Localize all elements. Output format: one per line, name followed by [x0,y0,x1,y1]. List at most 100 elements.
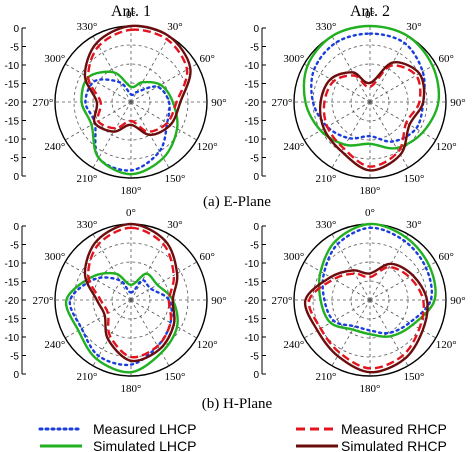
radial-tick-label: -5 [250,43,259,54]
grid-spoke [92,35,132,103]
grid-spoke [369,101,409,169]
angle-label: 0° [126,207,136,219]
angle-label: 330° [77,219,98,231]
radial-tick-label: -5 [10,241,19,252]
angle-label: 120° [197,339,218,351]
radial-tick-label: -20 [245,98,260,109]
caption-e-plane: (a) E-Plane [203,194,271,210]
radial-tick-label: 0 [253,24,259,35]
radial-tick-label: -10 [245,259,260,270]
radial-tick-label: 0 [253,370,259,381]
angle-label: 0° [126,9,136,21]
radial-tick-label: -5 [10,352,19,363]
legend-label-simulated-lhcp: Simulated LHCP [93,438,197,452]
series-simulated-rhcp [83,222,179,363]
radial-tick-label: 0 [13,222,19,233]
grid-spoke [369,261,437,301]
angle-label: 270° [272,295,293,307]
legend: Measured LHCP Measured RHCP Simulated LH… [38,421,447,452]
grid-spoke [130,101,198,141]
series-simulated-rhcp [83,24,192,137]
series-measured-lhcp [84,78,171,172]
angle-label: 300° [283,53,304,65]
grid-spoke [92,233,132,301]
series-measured-rhcp [322,64,422,168]
grid-spoke [64,261,132,301]
radial-tick-label: -20 [5,296,20,307]
grid-spoke [130,261,198,301]
series-simulated-rhcp [303,262,429,374]
column-title-ant1: Ant. 1 [111,3,151,20]
radial-tick-label: -15 [245,80,260,91]
angle-label: 210° [77,173,98,185]
grid-spoke [130,63,198,103]
angle-label: 210° [316,173,337,185]
polar-panel-h-plane-ant-1: 0° 30° 60° 90° 120° 150° 180° 210° 240° 270° 300° 3… [5,207,227,395]
grid-spoke [369,101,437,141]
angle-label: 30° [167,21,182,33]
radial-tick-label: -15 [5,117,20,128]
legend-label-measured-rhcp: Measured RHCP [341,421,447,437]
radial-tick-label: -5 [10,43,19,54]
series-measured-lhcp [310,32,426,143]
angle-label: 300° [283,251,304,263]
polar-panel-h-plane-ant-2: 0° 30° 60° 90° 120° 150° 180° 210° 240° 270° 300° 3… [245,207,466,395]
angle-label: 120° [197,141,218,153]
grid-spoke [130,233,170,301]
series-measured-lhcp [68,276,173,367]
radial-tick-label: -15 [5,278,20,289]
angle-label: 180° [121,185,142,197]
angle-label: 180° [360,185,381,197]
series-simulated-lhcp [317,222,437,338]
grid-spoke [369,233,409,301]
grid-spoke [64,63,132,103]
angle-label: 90° [211,295,226,307]
grid-spoke [369,35,409,103]
grid-spoke [369,299,409,367]
series-measured-rhcp [87,226,176,359]
angle-label: 90° [450,97,465,109]
angle-label: 300° [44,251,65,263]
angle-label: 210° [316,371,337,383]
angle-label: 120° [436,141,457,153]
grid-spoke [92,101,132,169]
grid-spoke [64,299,132,339]
legend-label-simulated-rhcp: Simulated RHCP [341,438,447,452]
radial-tick-label: 0 [253,222,259,233]
angle-label: 240° [283,141,304,153]
angle-label: 90° [211,97,226,109]
radial-tick-label: -10 [245,135,260,146]
angle-label: 270° [33,295,54,307]
angle-label: 330° [77,21,98,33]
grid-spoke [331,35,371,103]
angle-label: 180° [121,383,142,395]
angle-label: 150° [404,371,425,383]
radial-tick-label: 0 [13,24,19,35]
grid-spoke [303,299,371,339]
radial-tick-label: -5 [250,352,259,363]
radial-tick-label: -10 [245,61,260,72]
caption-h-plane: (b) H-Plane [202,396,273,412]
radial-tick-label: -10 [5,61,20,72]
series-measured-rhcp [87,28,189,133]
grid-spoke [303,63,371,103]
grid-spoke [92,299,132,367]
angle-label: 150° [165,371,186,383]
angle-label: 270° [33,97,54,109]
series-simulated-lhcp [302,24,441,150]
radial-tick-label: -5 [250,154,259,165]
radial-tick-label: -15 [5,315,20,326]
polar-panel-e-plane-ant-2: 0° 30° 60° 90° 120° 150° 180° 210° 240° 270° 300° 3… [245,9,466,197]
angle-label: 0° [365,207,375,219]
legend-label-measured-lhcp: Measured LHCP [93,421,197,437]
radial-tick-label: -10 [5,135,20,146]
angle-label: 60° [439,53,454,65]
grid-spoke [369,299,437,339]
radial-tick-label: -15 [245,315,260,326]
series-simulated-lhcp [64,271,179,374]
angle-label: 120° [436,339,457,351]
grid-spoke [303,261,371,301]
radial-tick-label: -10 [245,333,260,344]
radial-tick-label: -15 [245,117,260,128]
